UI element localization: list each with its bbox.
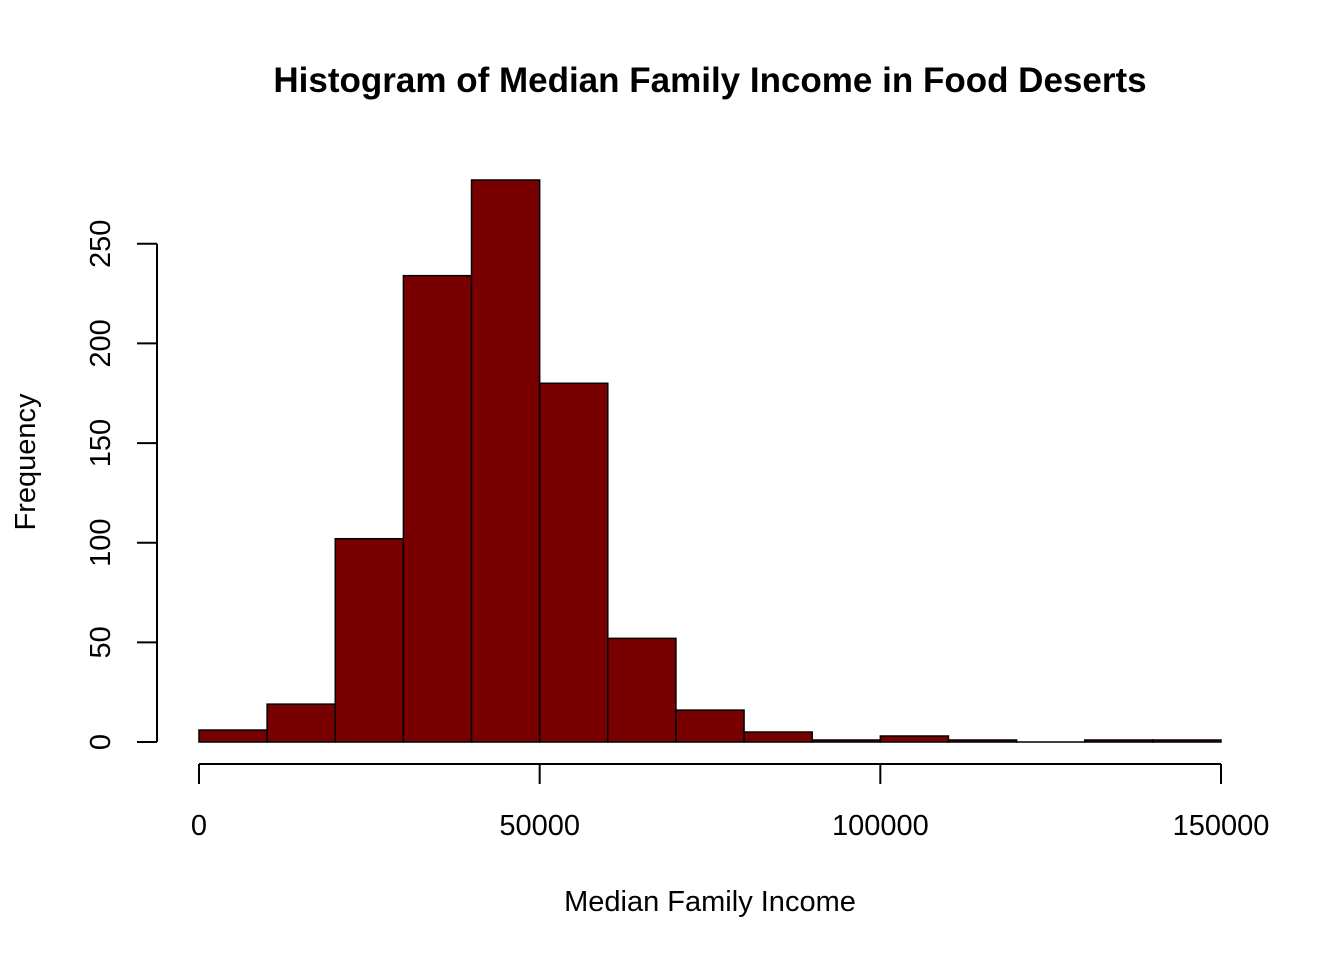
x-tick-label: 150000 xyxy=(1173,810,1270,842)
chart-title: Histogram of Median Family Income in Foo… xyxy=(273,61,1146,100)
histogram-bar xyxy=(470,179,541,743)
x-tick-label: 100000 xyxy=(832,810,929,842)
y-tick-label: 200 xyxy=(85,319,117,367)
y-tick-label: 0 xyxy=(85,734,117,750)
y-axis-label: Frequency xyxy=(10,393,42,531)
histogram-bar xyxy=(334,537,405,743)
x-tick-label: 0 xyxy=(191,810,207,842)
histogram-bar xyxy=(879,735,950,743)
histogram-bar xyxy=(402,274,473,743)
histogram-bar xyxy=(538,382,609,743)
histogram-bar xyxy=(1152,739,1222,743)
y-tick-label: 250 xyxy=(85,220,117,268)
x-axis-label: Median Family Income xyxy=(564,886,856,918)
x-axis: 0 50000 100000 150000 xyxy=(191,763,1270,842)
x-tick-label: 50000 xyxy=(499,810,580,842)
y-tick-label: 50 xyxy=(85,626,117,658)
histogram-bar xyxy=(1083,739,1154,743)
y-axis: 0 50 100 150 200 250 xyxy=(85,220,158,750)
y-tick-label: 100 xyxy=(85,519,117,567)
histogram-bar xyxy=(743,731,813,743)
bars-group xyxy=(198,179,1222,743)
histogram-bar xyxy=(675,709,745,743)
histogram-bar xyxy=(947,739,1018,743)
histogram-bar xyxy=(198,729,268,743)
y-tick-label: 150 xyxy=(85,419,117,467)
histogram-bar xyxy=(811,739,882,743)
histogram-bar xyxy=(607,637,677,743)
histogram-bar xyxy=(266,703,337,743)
